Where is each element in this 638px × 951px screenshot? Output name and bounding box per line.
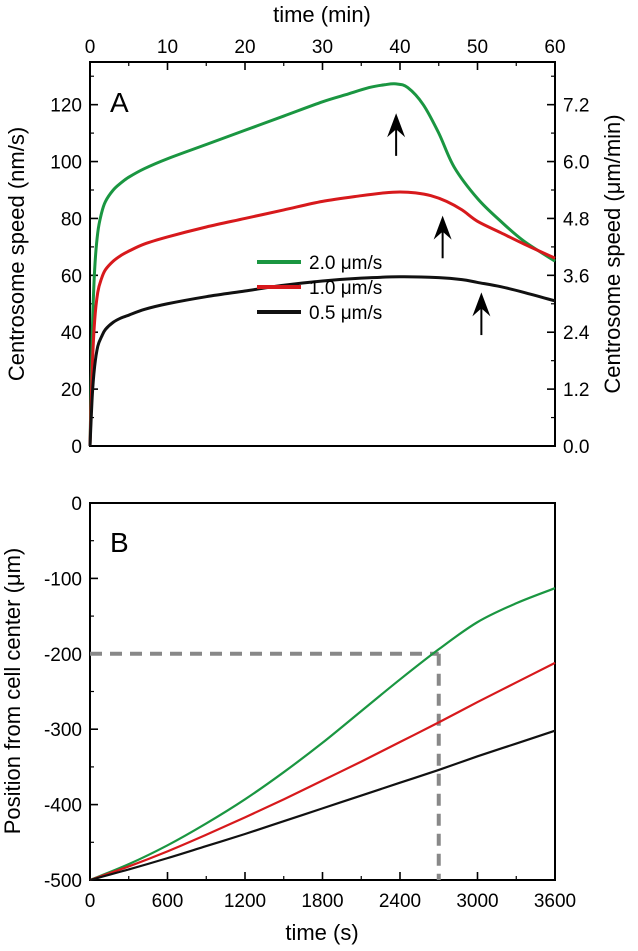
panel-b-series [89, 587, 556, 882]
panel-a-left-y-axis-title: Centrosome speed (nm/s) [4, 127, 29, 381]
panel-a-left-y-tick-label: 60 [61, 266, 82, 287]
panel-a-top-x-tick-label: 40 [389, 37, 410, 58]
panel-a-series-line-2 [88, 275, 556, 447]
panel-b-reference-lines [90, 651, 441, 880]
panel-b-y-tick-label: 0 [71, 494, 82, 515]
panel-b-series-line-0 [89, 587, 556, 882]
panel-b-label: B [110, 527, 129, 558]
panel-b-x-tick-label: 600 [152, 891, 184, 912]
panel-a-label: A [110, 87, 129, 118]
panel-b-y-tick-label: -400 [44, 796, 82, 817]
panel-b-chart: 0 600 1200 1800 2400 3000 3600 -500 -400 -300 -20… [0, 494, 576, 945]
panel-a-top-x-tick-label: 60 [544, 37, 565, 58]
panel-b-y-tick-label: -500 [44, 871, 82, 892]
panel-a-left-y-tick-label: 40 [61, 323, 82, 344]
panel-b-x-tick-label: 3600 [534, 891, 576, 912]
panel-b-x-tick-label: 1800 [301, 891, 343, 912]
panel-a-right-y-axis-title: Centrosome speed (μm/min) [600, 114, 625, 393]
panel-a-left-y-tick-label: 0 [71, 437, 82, 458]
panel-a-right-y-tick-label: 6.0 [563, 153, 589, 174]
panel-a-top-x-tick-label: 20 [234, 37, 255, 58]
panel-a-top-x-axis-title: time (min) [273, 2, 371, 27]
panel-a-series-line-1 [88, 190, 556, 447]
panel-a-top-x-tick-label: 0 [85, 37, 96, 58]
panel-b-y-axis-title: Position from cell center (μm) [0, 548, 25, 835]
panel-a-arrows [387, 113, 491, 336]
panel-a-arrow-head-0 [387, 113, 406, 138]
panel-b-x-tick-label: 1200 [224, 891, 266, 912]
panel-a-right-y-tick-label: 4.8 [563, 209, 589, 230]
panel-a-chart: 0 10 20 30 40 50 60 0 20 40 60 80 100 120 0.0 1.2 2.4 3… [4, 2, 625, 458]
panel-a-left-y-tick-label: 80 [61, 209, 82, 230]
panel-b-x-tick-label: 3000 [456, 891, 498, 912]
panel-b-series-line-2 [89, 729, 556, 882]
panel-a-arrow-head-2 [472, 292, 491, 317]
panel-b-y-tick-label: -100 [44, 569, 82, 590]
panel-b-y-tick-label: -300 [44, 720, 82, 741]
panel-a-legend-label-2: 0.5 μm/s [309, 303, 382, 324]
panel-b-x-tick-label: 0 [85, 891, 96, 912]
panel-a-top-x-tick-label: 50 [467, 37, 488, 58]
panel-a-left-y-tick-label: 120 [50, 96, 82, 117]
panel-a-top-x-ticks: 0 10 20 30 40 50 60 [85, 37, 566, 70]
panel-a-series [88, 82, 556, 447]
panel-a-right-y-ticks: 0.0 1.2 2.4 3.6 4.8 6.0 7.2 [547, 75, 590, 458]
panel-a-right-y-tick-label: 2.4 [563, 323, 590, 344]
panel-a-arrow-head-1 [433, 215, 452, 240]
panel-b-y-tick-label: -200 [44, 645, 82, 666]
panel-b-series-line-1 [89, 661, 556, 882]
panel-a-left-y-tick-label: 20 [61, 380, 82, 401]
panel-a-left-y-ticks: 0 20 40 60 80 100 120 [50, 75, 98, 458]
panel-a-right-y-tick-label: 3.6 [563, 266, 589, 287]
panel-a-legend-label-1: 1.0 μm/s [309, 278, 382, 299]
panel-b-plot-frame [89, 502, 556, 881]
panel-a-right-y-tick-label: 7.2 [563, 96, 589, 117]
panel-a-top-x-tick-label: 30 [312, 37, 333, 58]
panel-a-legend: 2.0 μm/s 1.0 μm/s 0.5 μm/s [257, 253, 382, 324]
panel-b-x-ticks: 0 600 1200 1800 2400 3000 3600 [85, 872, 576, 912]
panel-a-series-line-0 [88, 82, 556, 447]
panel-a-legend-label-0: 2.0 μm/s [309, 253, 382, 274]
panel-a-top-x-tick-label: 10 [157, 37, 178, 58]
panel-a-right-y-tick-label: 0.0 [563, 437, 589, 458]
panel-a-left-y-tick-label: 100 [50, 153, 82, 174]
panel-b-y-ticks: -500 -400 -300 -200 -100 0 [44, 494, 98, 892]
panel-a-right-y-tick-label: 1.2 [563, 380, 589, 401]
panel-b-x-tick-label: 2400 [379, 891, 421, 912]
panel-b-x-axis-title: time (s) [285, 920, 358, 945]
